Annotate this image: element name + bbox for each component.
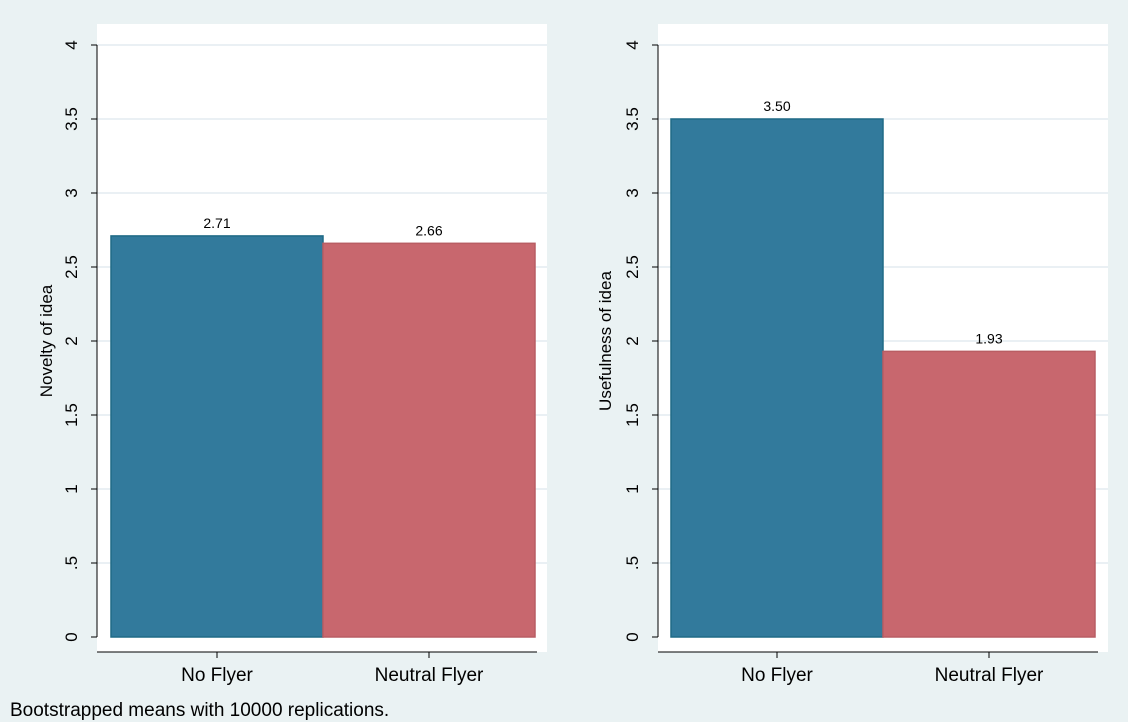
y-tick-label: 3	[623, 188, 642, 197]
y-axis-label: Usefulness of idea	[596, 271, 615, 411]
y-tick-label: 0	[623, 632, 642, 641]
usefulness-chart-panel: 3.50 1.93 0 .5 1 1.5 2 2.5 3 3.5 4 No Flyer Neutral …	[596, 24, 1108, 686]
y-tick-label: 1	[623, 484, 642, 493]
bar	[882, 350, 1096, 638]
bar	[670, 118, 884, 638]
x-tick-label: No Flyer	[181, 665, 253, 686]
data-label: 3.50	[763, 98, 790, 114]
y-tick-label: 2	[62, 336, 81, 345]
data-label: 1.93	[975, 330, 1002, 346]
x-tick-label: Neutral Flyer	[375, 665, 484, 686]
bar	[322, 242, 536, 638]
y-tick-label: 1.5	[62, 403, 81, 427]
y-tick-label: .5	[623, 556, 642, 570]
y-tick-label: 0	[62, 632, 81, 641]
y-tick-label: 1	[62, 484, 81, 493]
novelty-chart-panel: 2.71 2.66 0 .5 1 1.5 2 2.5 3 3.5 4 No Flyer Neutral …	[37, 24, 547, 686]
data-label: 2.71	[203, 215, 230, 231]
y-axis-label: Novelty of idea	[37, 284, 56, 397]
y-tick-label: 3.5	[623, 107, 642, 131]
data-label: 2.66	[415, 222, 442, 238]
y-tick-label: 2.5	[62, 255, 81, 279]
y-tick-label: 1.5	[623, 403, 642, 427]
x-tick-label: Neutral Flyer	[935, 665, 1044, 686]
y-tick-label: 3	[62, 188, 81, 197]
y-tick-label: 3.5	[62, 107, 81, 131]
y-tick-label: 4	[62, 40, 81, 49]
y-tick-label: 2	[623, 336, 642, 345]
footnote: Bootstrapped means with 10000 replicatio…	[10, 700, 390, 721]
x-tick-label: No Flyer	[741, 665, 813, 686]
bar	[110, 235, 324, 638]
y-tick-label: .5	[62, 556, 81, 570]
y-tick-label: 2.5	[623, 255, 642, 279]
y-tick-label: 4	[623, 40, 642, 49]
